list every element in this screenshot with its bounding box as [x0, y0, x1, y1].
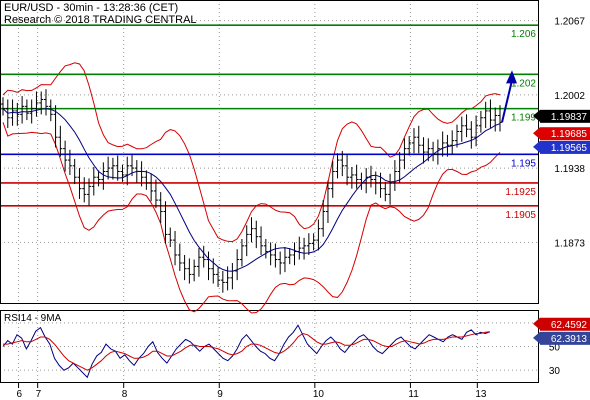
level-label: 1.1925 — [505, 187, 536, 198]
rsi-grid — [0, 311, 538, 382]
level-label: 1.199 — [511, 113, 536, 124]
arrow-head — [506, 70, 517, 84]
rsi-value-tags: 62.4592 62.3913 — [533, 317, 590, 345]
time-axis-ticks: 6 7 8 9 10 11 13 — [17, 382, 487, 400]
time-tick-label: 9 — [217, 389, 223, 400]
research-credit: Research © 2018 TRADING CENTRAL — [4, 14, 197, 26]
level-label: 1.1905 — [505, 210, 536, 221]
forecast-arrow — [501, 70, 517, 123]
level-label: 1.202 — [511, 78, 536, 89]
price-tick-label: 1.2067 — [554, 17, 585, 28]
moving-average — [2, 108, 501, 272]
price-axis-ticks: 1.2067 1.2002 1.1938 1.1873 — [554, 17, 585, 250]
rsi-tick-label: 30 — [549, 366, 561, 377]
price-tag-box — [540, 109, 590, 123]
time-tick-label: 11 — [408, 389, 419, 400]
time-tick-label: 8 — [122, 389, 128, 400]
price-panel-frame — [0, 0, 539, 304]
time-tick-label: 7 — [36, 389, 42, 400]
price-tag-pointer — [533, 140, 540, 153]
bollinger-bands — [2, 62, 501, 314]
price-tag-pointer — [533, 109, 540, 122]
rsi-tick-label: 50 — [549, 343, 561, 354]
price-tag-label: 1.19837 — [551, 112, 588, 123]
price-tag-label: 1.19565 — [551, 143, 588, 154]
level-label: 1.206 — [511, 29, 536, 40]
candlestick-series — [1, 89, 502, 293]
rsi-tag-box — [540, 331, 590, 345]
rsi-tag-label: 62.4592 — [551, 320, 588, 331]
level-label: 1.195 — [511, 158, 536, 169]
support-resistance-levels: 1.206 1.202 1.199 1.195 1.1925 1.1905 — [1, 24, 538, 221]
bollinger-lower — [2, 122, 501, 314]
moving-average-line — [2, 108, 501, 272]
rsi-panel-frame — [0, 310, 539, 383]
price-tag-box — [540, 140, 590, 154]
time-tick-label: 10 — [313, 389, 325, 400]
rsi-ma-line — [3, 331, 491, 371]
rsi-tag-pointer — [533, 317, 540, 330]
rsi-tag-pointer — [533, 331, 540, 344]
price-tag-label: 1.19685 — [551, 129, 588, 140]
rsi-tag-box — [540, 317, 590, 331]
price-tick-label: 1.1938 — [554, 164, 585, 175]
bollinger-upper — [2, 62, 501, 243]
price-grid — [0, 0, 538, 303]
chart-title: EUR/USD - 30min - 13:28:36 (CET) — [4, 2, 179, 14]
time-tick-label: 6 — [17, 389, 23, 400]
price-tick-label: 1.2002 — [554, 91, 585, 102]
time-tick-label: 13 — [475, 389, 487, 400]
price-tick-label: 1.1873 — [554, 238, 585, 249]
rsi-lines — [2, 324, 491, 379]
rsi-line — [2, 324, 491, 379]
price-tags: 1.19837 1.19685 1.19565 — [533, 109, 590, 154]
price-tag-pointer — [533, 127, 540, 140]
rsi-panel-title: RSI14 - 9MA — [4, 313, 62, 324]
rsi-tag-label: 62.3913 — [551, 334, 588, 345]
price-tag-box — [540, 127, 590, 141]
arrow-shaft — [501, 80, 513, 123]
